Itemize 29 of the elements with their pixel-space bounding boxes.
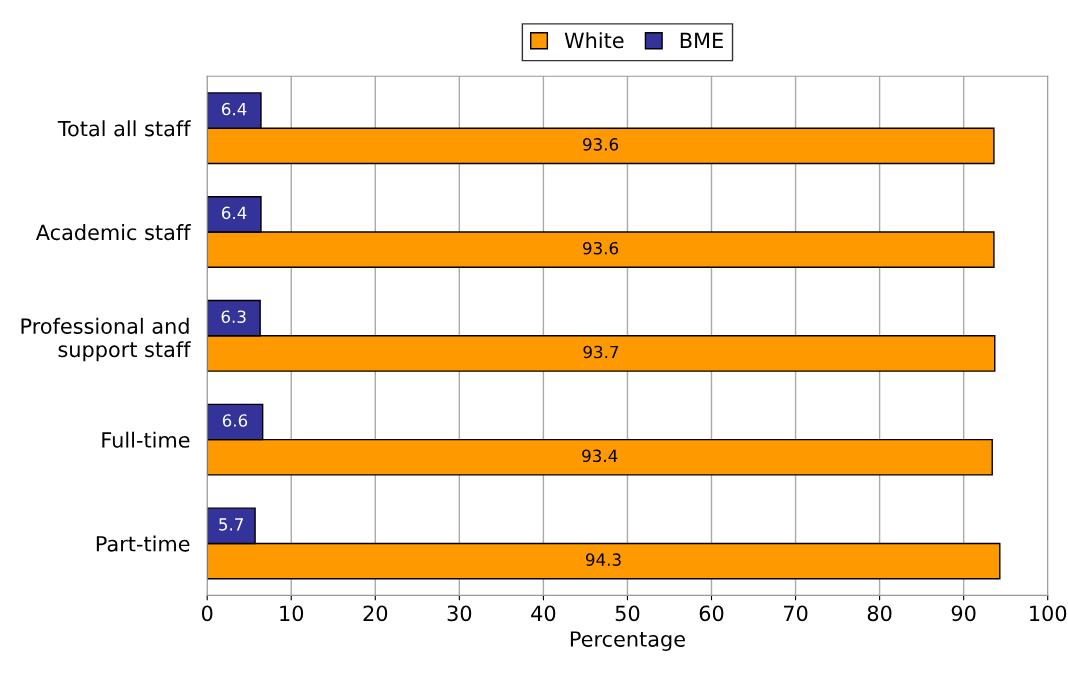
x-tick-label: 10	[280, 605, 304, 622]
x-tick-label: 50	[615, 605, 640, 622]
x-tick-label: 100	[1030, 605, 1067, 622]
data-label: 93.4	[582, 449, 618, 463]
data-label: 93.6	[583, 138, 619, 151]
data-label: 93.6	[583, 241, 619, 255]
data-label: 6.6	[222, 414, 248, 427]
y-tick-label: Academic staff	[35, 224, 191, 241]
data-label: 5.7	[219, 518, 243, 531]
data-label: 6.3	[221, 310, 246, 323]
x-tick-label: 40	[531, 605, 556, 622]
y-tick-label: Part-time	[96, 535, 190, 552]
data-label: 94.3	[585, 553, 621, 566]
legend-label: White	[564, 32, 624, 49]
y-tick-label: Professional and support staff	[21, 317, 191, 362]
legend-label: BME	[680, 32, 723, 48]
y-tick-label: Total all staff	[57, 120, 191, 137]
data-label: 6.4	[222, 206, 247, 220]
x-tick-label: 80	[867, 605, 892, 622]
x-tick-label: 30	[447, 605, 472, 622]
x-tick-label: 20	[363, 605, 388, 622]
data-label: 93.7	[583, 345, 619, 359]
data-label: 6.4	[222, 102, 247, 116]
x-tick-label: 90	[951, 605, 976, 622]
y-tick-label: Full-time	[102, 431, 190, 448]
x-tick-label: 0	[201, 605, 213, 622]
x-tick-label: 70	[784, 605, 808, 622]
x-axis-title: Percentage	[570, 631, 685, 651]
x-tick-label: 60	[699, 605, 724, 622]
